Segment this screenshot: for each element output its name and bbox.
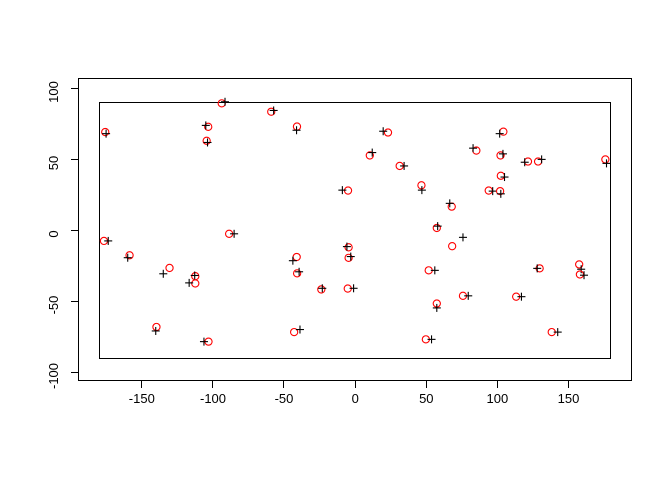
svg-text:-100: -100 <box>200 391 226 406</box>
svg-text:0: 0 <box>46 230 61 237</box>
svg-text:50: 50 <box>419 391 433 406</box>
svg-text:-50: -50 <box>46 296 61 315</box>
svg-text:-50: -50 <box>275 391 294 406</box>
svg-text:150: 150 <box>558 391 580 406</box>
svg-text:50: 50 <box>46 156 61 170</box>
svg-text:-150: -150 <box>129 391 155 406</box>
svg-text:-100: -100 <box>46 363 61 389</box>
svg-text:100: 100 <box>46 81 61 103</box>
svg-text:0: 0 <box>352 391 359 406</box>
svg-text:100: 100 <box>487 391 509 406</box>
